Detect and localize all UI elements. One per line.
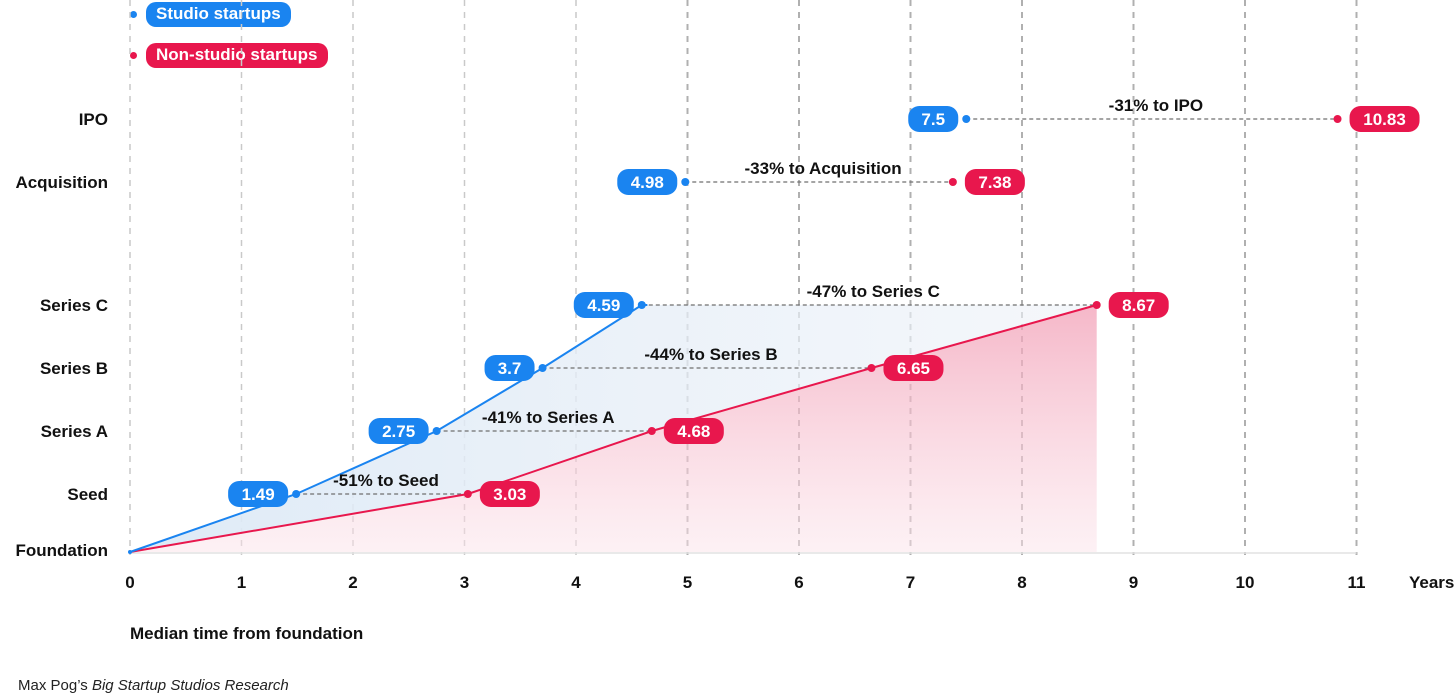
studio-value-5: 7.5 [908,106,959,132]
y-label-3: Series B [40,359,108,378]
nonstudio-value-5-text: 10.83 [1363,110,1406,129]
comparison-label-3: -47% to Series C [807,282,940,301]
x-tick-label-7: 7 [906,573,915,592]
nonstudio-value-5-bg [1349,106,1420,132]
studio-value-0-text: 1.49 [242,485,275,504]
origin-point [128,550,132,554]
nonstudio-value-0-bg [479,481,540,507]
nonstudio-area [130,305,1097,552]
studio-value-2: 3.7 [484,355,535,381]
nonstudio-point-4 [948,178,957,186]
studio-value-5-text: 7.5 [921,110,945,129]
x-tick-label-3: 3 [460,573,469,592]
legend-item-studio: Studio startups [130,2,291,27]
x-axis-caption: Median time from foundation [130,624,364,643]
comparison-label-5: -31% to IPO [1109,96,1203,115]
studio-point-3 [637,301,646,309]
y-label-0: Foundation [15,541,108,560]
nonstudio-value-1: 4.68 [663,418,724,444]
x-tick-label-5: 5 [683,573,692,592]
legend-label-nonstudio: Non-studio startups [146,43,328,68]
nonstudio-value-0-text: 3.03 [493,485,526,504]
gridlines [129,0,1358,555]
studio-value-4-text: 4.98 [631,173,664,192]
studio-value-1-bg [368,418,429,444]
comparison-label-2: -44% to Series B [644,345,777,364]
studio-value-3-text: 4.59 [587,296,620,315]
studio-value-4: 4.98 [617,169,678,195]
y-label-6: IPO [79,110,108,129]
studio-value-1-text: 2.75 [382,422,415,441]
y-label-1: Seed [67,485,108,504]
studio-value-3-bg [573,292,634,318]
nonstudio-value-5: 10.83 [1349,106,1420,132]
comparison-labels: -51% to Seed -41% to Series A -44% to Seri… [333,96,1203,490]
nonstudio-point-2 [867,364,876,372]
nonstudio-point-1 [647,427,656,435]
studio-point-4 [681,178,690,186]
nonstudio-value-4: 7.38 [964,169,1025,195]
studio-point-0 [292,490,301,498]
nonstudio-value-3-text: 8.67 [1122,296,1155,315]
studio-value-4-bg [617,169,678,195]
comparison-label-1: -41% to Series A [482,408,615,427]
x-tick-label-11: 11 [1348,573,1366,592]
studio-point-5 [962,115,971,123]
legend-marker-nonstudio [130,52,137,59]
x-tick-label-10: 10 [1236,573,1255,592]
nonstudio-value-3: 8.67 [1108,292,1169,318]
studio-value-3: 4.59 [573,292,634,318]
nonstudio-point-5 [1333,115,1342,123]
credit-title: Big Startup Studios Research [91,677,289,694]
source-credit: Max Pog’s Big Startup Studios Research [18,677,289,694]
comparison-label-4: -33% to Acquisition [745,159,902,178]
x-unit-label: Years [1409,573,1454,592]
y-label-2: Series A [41,422,108,441]
x-tick-label-2: 2 [348,573,357,592]
nonstudio-value-4-text: 7.38 [978,173,1011,192]
nonstudio-value-4-bg [964,169,1025,195]
x-tick-label-8: 8 [1017,573,1026,592]
studio-point-2 [538,364,547,372]
studio-value-0-bg [228,481,289,507]
nonstudio-point-0 [463,490,472,498]
credit-author: Max Pog’s [18,677,92,694]
studio-value-2-bg [484,355,535,381]
studio-area [130,305,1097,552]
legend-item-nonstudio: Non-studio startups [130,43,328,68]
studio-value-0: 1.49 [228,481,289,507]
y-label-4: Series C [40,296,108,315]
y-label-5: Acquisition [15,173,108,192]
x-axis-tick-labels: 0 1 2 3 4 5 6 7 8 9 10 11 [125,573,1365,592]
x-tick-label-9: 9 [1129,573,1138,592]
legend-marker-studio [130,11,137,18]
nonstudio-value-0: 3.03 [479,481,540,507]
nonstudio-value-2-bg [883,355,944,381]
x-tick-label-1: 1 [237,573,246,592]
nonstudio-value-2-text: 6.65 [897,359,930,378]
nonstudio-value-3-bg [1108,292,1169,318]
nonstudio-value-1-text: 4.68 [677,422,710,441]
studio-value-5-bg [908,106,959,132]
nonstudio-point-3 [1092,301,1101,309]
x-tick-label-0: 0 [125,573,134,592]
studio-value-2-text: 3.7 [498,359,522,378]
comparison-label-0: -51% to Seed [333,471,439,490]
x-tick-label-6: 6 [794,573,803,592]
x-tick-label-4: 4 [571,573,581,592]
studio-value-1: 2.75 [368,418,429,444]
nonstudio-value-1-bg [663,418,724,444]
comparison-connectors [296,118,1338,495]
studio-point-1 [432,427,441,435]
nonstudio-value-2: 6.65 [883,355,944,381]
legend-label-studio: Studio startups [146,2,291,27]
y-axis-labels: Foundation Seed Series A Series B Series C Ac… [15,110,108,560]
